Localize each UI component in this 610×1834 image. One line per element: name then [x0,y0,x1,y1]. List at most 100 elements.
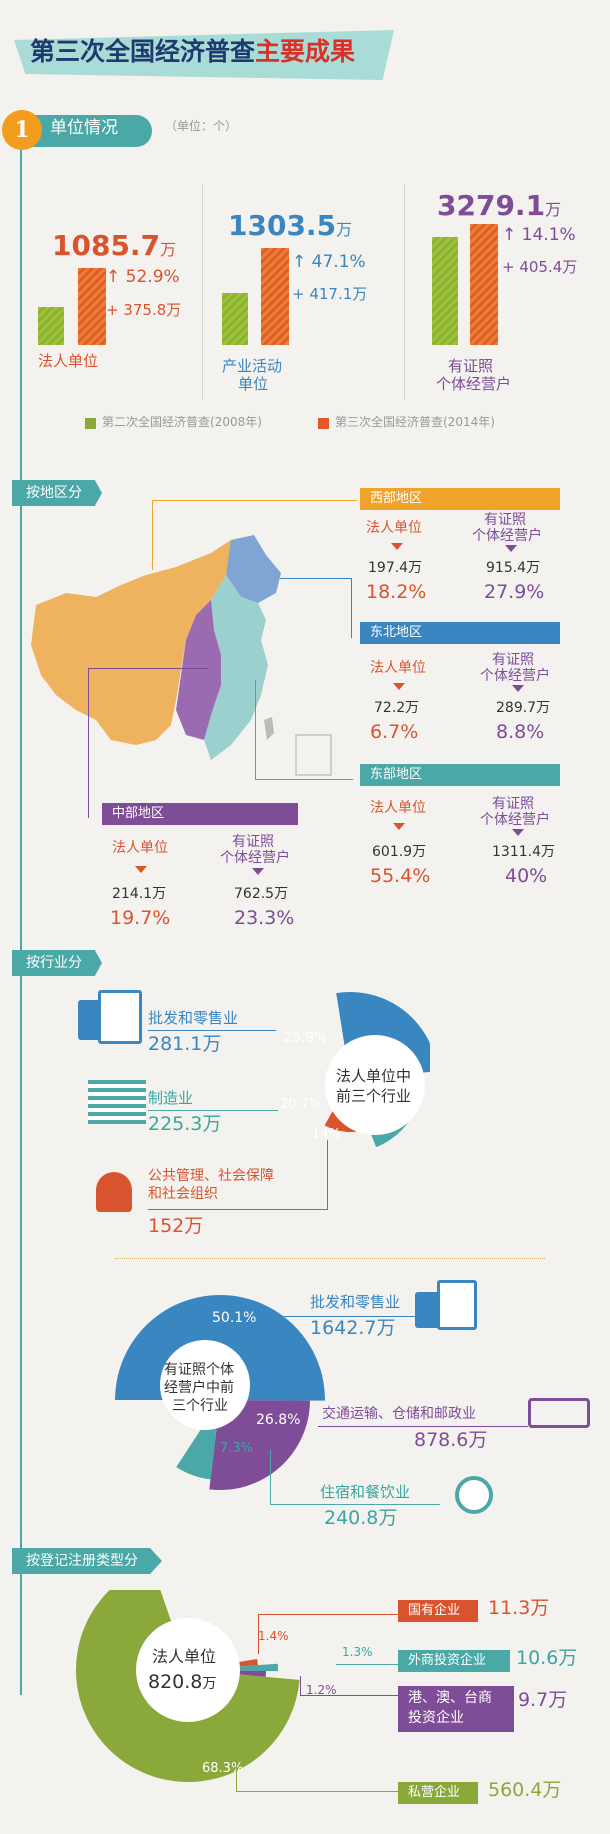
col-indiv-label: 个体经营户 [472,528,542,544]
indiv-pct: 40% [505,865,548,887]
legal-value: 214.1万 [112,886,167,902]
bar-2014 [261,248,289,345]
section-header-region: 按地区分 [12,480,102,506]
indiv-pct: 23.3% [234,907,295,929]
unit-increase: + 375.8万 [106,301,182,319]
section1-unit: （单位：个） [165,119,238,133]
divider [115,1258,545,1259]
pie-pct-label: 68.3% [202,1761,244,1776]
pie-center-label: 前三个行业 [336,1087,412,1105]
pie-center-label: 三个行业 [172,1398,228,1414]
unit-increase: + 417.1万 [292,285,368,303]
legal-pct: 55.4% [370,865,431,887]
map-region-northeast [226,535,281,603]
col-indiv-label: 有证照 [484,512,526,528]
unit-total: 3279.1万 [437,189,562,222]
china-map [31,535,332,776]
indiv-pct: 27.9% [484,581,545,603]
pie-pct-label: 1.2% [306,1683,337,1697]
col-indiv-label: 有证照 [492,652,534,668]
legal-value: 601.9万 [372,844,427,860]
legend-label-2014: 第三次全国经济普查(2014年) [335,415,495,429]
reg-name: 私营企业 [398,1782,478,1804]
pie-pct-label: 26.8% [256,1412,301,1428]
reg-name: 外商投资企业 [398,1650,510,1672]
arrow-down-icon [135,866,147,873]
shopping-bag-icon [98,990,142,1044]
bar-2014 [470,224,498,345]
pie-center-label: 有证照个体 [164,1362,234,1378]
arrow-down-icon [252,868,264,875]
pie-center-circle [136,1618,240,1722]
map-taiwan [264,717,274,740]
col-legal-label: 法人单位 [370,660,426,676]
arrow-down-icon [393,683,405,690]
industry-value: 240.8万 [324,1507,398,1529]
bar-2014 [78,268,106,345]
unit-growth: ↑ 47.1% [292,252,366,272]
pie-center-circle [160,1340,250,1430]
industry-value: 281.1万 [148,1033,222,1055]
connector [258,1614,398,1654]
connector-central [88,668,208,818]
indiv-pct: 8.8% [496,721,545,743]
connector [318,1426,528,1427]
col-indiv-label: 有证照 [492,796,534,812]
arrow-down-icon [393,823,405,830]
unit-increase: + 405.4万 [502,258,578,276]
map-region-east [204,575,268,760]
divider [202,185,203,400]
legal-pct: 18.2% [366,581,427,603]
col-indiv-label: 个体经营户 [220,850,290,866]
industry-name: 公共管理、社会保障 [148,1168,274,1184]
pie-pct-label: 50.1% [212,1310,257,1326]
pie-center-value: 820.8万 [148,1671,217,1693]
industry-value: 152万 [148,1215,204,1237]
pie-slice-transport [209,1400,310,1490]
reg-value: 9.7万 [518,1689,568,1711]
bar-2008 [222,293,248,345]
arrow-down-icon [391,543,403,550]
section-header-industry: 按行业分 [12,950,102,976]
industry-name: 住宿和餐饮业 [320,1483,411,1501]
map-region-central [176,600,221,740]
connector [260,1316,430,1317]
public-service-icon [96,1172,132,1212]
reg-name: 国有企业 [398,1600,478,1622]
reg-name-box [398,1686,514,1732]
section-number-badge: 1 [2,110,42,150]
industry-name: 批发和零售业 [310,1293,401,1311]
unit-total: 1303.5万 [228,209,353,242]
unit-label: 产业活动 [222,357,283,375]
legal-pct: 19.7% [110,907,171,929]
indiv-value: 915.4万 [486,560,541,576]
unit-label: 个体经营户 [436,375,512,393]
industry-value: 225.3万 [148,1113,222,1135]
col-legal-label: 法人单位 [366,520,422,536]
plate-icon [455,1476,493,1514]
industry-name: 和社会组织 [148,1186,218,1202]
reg-name: 投资企业 [408,1710,464,1726]
region-name: 西部地区 [360,488,560,510]
unit-total: 1085.7万 [52,229,177,262]
connector [336,1664,398,1665]
pie-center-circle [325,1035,425,1135]
legal-value: 72.2万 [374,700,420,716]
col-legal-label: 法人单位 [370,800,426,816]
connector [236,1760,398,1792]
pie-pct-label: 1.3% [342,1645,373,1659]
reg-value: 560.4万 [488,1779,562,1801]
connector-east [255,680,353,780]
arrow-down-icon [512,829,524,836]
connector [300,1676,398,1696]
legend-swatch-2014 [318,418,329,429]
pie-center-label: 法人单位 [152,1647,217,1666]
unit-growth: ↑ 52.9% [106,267,180,287]
industry-value: 1642.7万 [310,1317,396,1339]
col-legal-label: 法人单位 [112,840,168,856]
region-name: 东部地区 [360,764,560,786]
connector-west [152,500,357,570]
map-region-west [31,540,241,745]
reg-value: 10.6万 [516,1647,578,1669]
section1-header: 1 单位情况 [2,110,152,150]
